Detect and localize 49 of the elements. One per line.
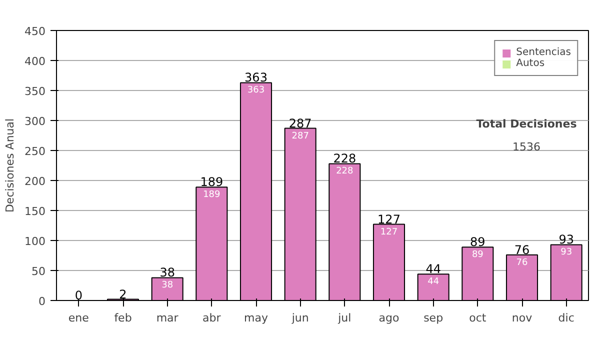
data-label: 127 <box>380 227 398 238</box>
total-label: 363 <box>244 70 268 85</box>
y-tick-label: 300 <box>24 115 46 128</box>
x-tick-label: sep <box>424 312 444 324</box>
data-label: 228 <box>336 166 354 177</box>
y-tick-label: 150 <box>24 205 46 218</box>
x-tick-label: may <box>244 312 268 324</box>
total-label: 2 <box>119 287 127 302</box>
y-tick-label: 0 <box>38 295 46 308</box>
total-label: 76 <box>514 242 530 257</box>
y-tick-label: 200 <box>24 175 46 188</box>
total-label: 127 <box>378 212 400 226</box>
annotation: 1536 <box>512 140 541 154</box>
annotation: Total Decisiones <box>476 118 578 130</box>
total-label: 189 <box>200 175 224 190</box>
y-tick-label: 350 <box>24 85 46 98</box>
total-label: 44 <box>426 262 441 276</box>
x-tick-label: ago <box>378 312 400 324</box>
y-tick-label: 400 <box>24 55 46 68</box>
x-tick-label: mar <box>156 312 179 324</box>
data-label: 189 <box>203 190 221 200</box>
y-tick-label: 250 <box>24 145 46 158</box>
data-label: 44 <box>428 277 440 288</box>
x-tick-label: nov <box>512 312 533 324</box>
data-label: 38 <box>162 280 174 291</box>
total-label: 93 <box>558 232 574 247</box>
data-label: 363 <box>247 86 265 96</box>
x-tick-label: oct <box>469 312 487 324</box>
total-label: 228 <box>333 152 356 166</box>
total-label: 0 <box>74 288 82 302</box>
x-tick-label: feb <box>114 312 132 324</box>
total-label: 287 <box>288 116 312 130</box>
data-label: 76 <box>516 258 528 268</box>
data-label: 287 <box>292 131 309 142</box>
x-tick-label: dic <box>558 312 574 324</box>
x-tick-label: ene <box>68 312 90 324</box>
data-label: 93 <box>560 248 572 258</box>
legend-label: Sentencias <box>516 47 571 58</box>
y-tick-label: 450 <box>24 25 46 38</box>
y-tick-label: 100 <box>24 235 46 248</box>
data-label: 89 <box>472 250 484 260</box>
x-tick-label: jun <box>290 312 309 324</box>
total-label: 38 <box>160 266 175 280</box>
x-tick-label: jul <box>337 312 352 324</box>
y-tick-label: 50 <box>32 265 46 278</box>
total-label: 89 <box>470 235 486 250</box>
legend-label: Autos <box>516 58 545 69</box>
y-axis-title: Decisiones Anual <box>4 118 17 213</box>
x-tick-label: abr <box>202 312 222 324</box>
